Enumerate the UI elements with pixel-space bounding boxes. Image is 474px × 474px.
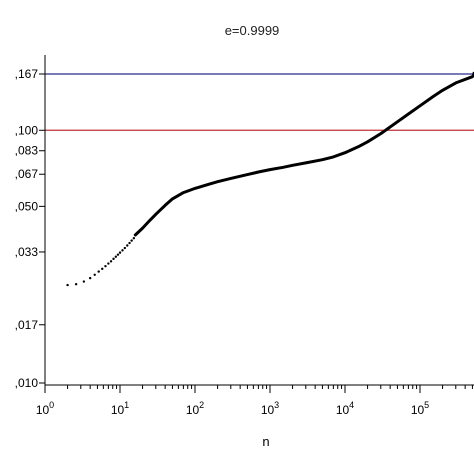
data-point — [107, 262, 110, 265]
x-axis-label: n — [262, 434, 269, 449]
data-point — [121, 249, 124, 252]
data-point — [128, 241, 131, 245]
data-point — [132, 237, 136, 240]
y-tick-label: ,010 — [15, 376, 39, 390]
x-tick-label: 100 — [36, 400, 54, 417]
data-point — [66, 283, 69, 287]
data-point — [126, 244, 129, 247]
data-point — [130, 239, 133, 242]
data-point — [123, 246, 127, 250]
series-line — [133, 71, 474, 237]
data-point — [116, 253, 120, 256]
data-point — [74, 283, 78, 286]
data-point — [109, 260, 113, 263]
axes — [44, 55, 474, 386]
data-point — [112, 257, 115, 261]
data-point — [88, 276, 92, 280]
x-tick-label: 101 — [111, 400, 129, 417]
y-tick-label: ,167 — [15, 67, 39, 81]
data-point — [104, 264, 107, 268]
reference-lines — [45, 73, 474, 131]
x-ticks: 100 101 102 103 104 105 — [36, 385, 473, 417]
data-point — [82, 280, 86, 283]
data-point — [101, 267, 104, 271]
dotted-series — [66, 237, 136, 287]
x-tick-label: 104 — [336, 400, 354, 417]
x-tick-label: 102 — [186, 400, 204, 417]
y-tick-label: ,083 — [15, 144, 39, 158]
chart-title: e=0.9999 — [225, 23, 280, 38]
data-point — [118, 251, 122, 254]
data-point — [93, 273, 96, 277]
y-tick-label: ,017 — [15, 318, 39, 332]
y-tick-label: ,067 — [15, 167, 39, 181]
y-tick-label: ,050 — [15, 199, 39, 213]
y-ticks: ,010 ,017 ,033 ,050 ,067 ,083 ,100 ,167 — [15, 67, 45, 390]
y-tick-label: ,033 — [15, 245, 39, 259]
y-tick-label: ,100 — [15, 123, 39, 137]
data-point — [97, 270, 100, 273]
x-tick-label: 103 — [261, 400, 279, 417]
data-point — [114, 255, 118, 258]
x-tick-label: 105 — [411, 400, 429, 417]
